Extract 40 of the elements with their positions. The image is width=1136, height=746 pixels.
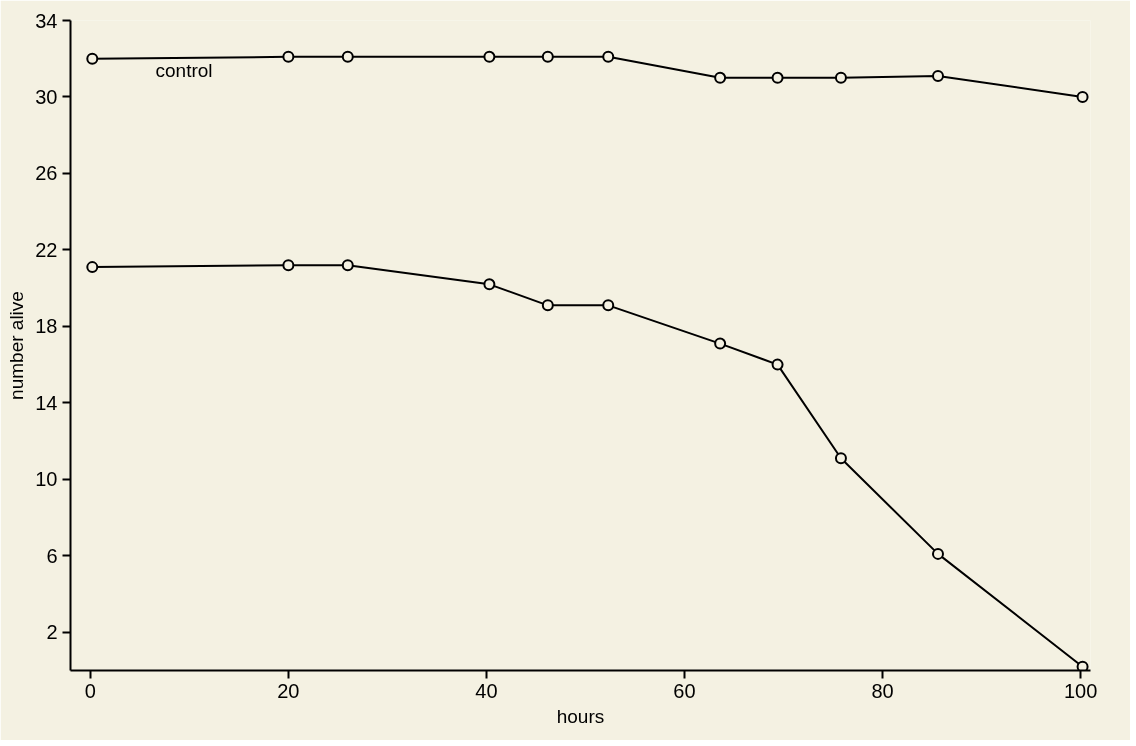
- y-tick-label: 18: [35, 315, 58, 338]
- x-tick-label: 20: [277, 679, 300, 702]
- point: [834, 452, 847, 465]
- annotation: control: [155, 60, 213, 81]
- point: [834, 71, 847, 84]
- x-tick-label: 0: [84, 679, 96, 702]
- y-tick-label: 34: [35, 9, 58, 32]
- point: [341, 259, 354, 272]
- point: [541, 299, 554, 312]
- y-tick-label: 14: [35, 391, 58, 414]
- point: [714, 71, 727, 84]
- x-tick-label: 100: [1063, 679, 1098, 702]
- x-tick-label: 80: [871, 679, 894, 702]
- y-tick-label: 10: [35, 468, 58, 491]
- point: [1076, 660, 1089, 671]
- y-tick-label: 22: [35, 238, 58, 261]
- point: [541, 50, 554, 63]
- y-axis-title: number alive: [6, 291, 28, 400]
- point: [602, 299, 615, 312]
- x-tick-label: 40: [475, 679, 498, 702]
- y-tick-label: 26: [35, 162, 58, 185]
- point: [1076, 90, 1089, 103]
- x-tick-label: 60: [673, 679, 696, 702]
- point: [602, 50, 615, 63]
- point: [483, 278, 496, 291]
- point: [86, 52, 99, 65]
- y-tick-label: 2: [46, 621, 58, 644]
- point: [932, 547, 944, 560]
- point: [932, 69, 944, 82]
- point: [771, 358, 784, 371]
- point: [341, 50, 354, 63]
- point: [282, 259, 295, 272]
- point: [282, 50, 295, 63]
- x-axis-title: hours: [556, 705, 605, 727]
- point: [714, 337, 727, 350]
- y-tick-label: 30: [35, 85, 58, 108]
- y-tick-label: 6: [46, 544, 58, 567]
- point: [483, 50, 496, 63]
- point: [771, 71, 784, 84]
- point: [86, 261, 99, 274]
